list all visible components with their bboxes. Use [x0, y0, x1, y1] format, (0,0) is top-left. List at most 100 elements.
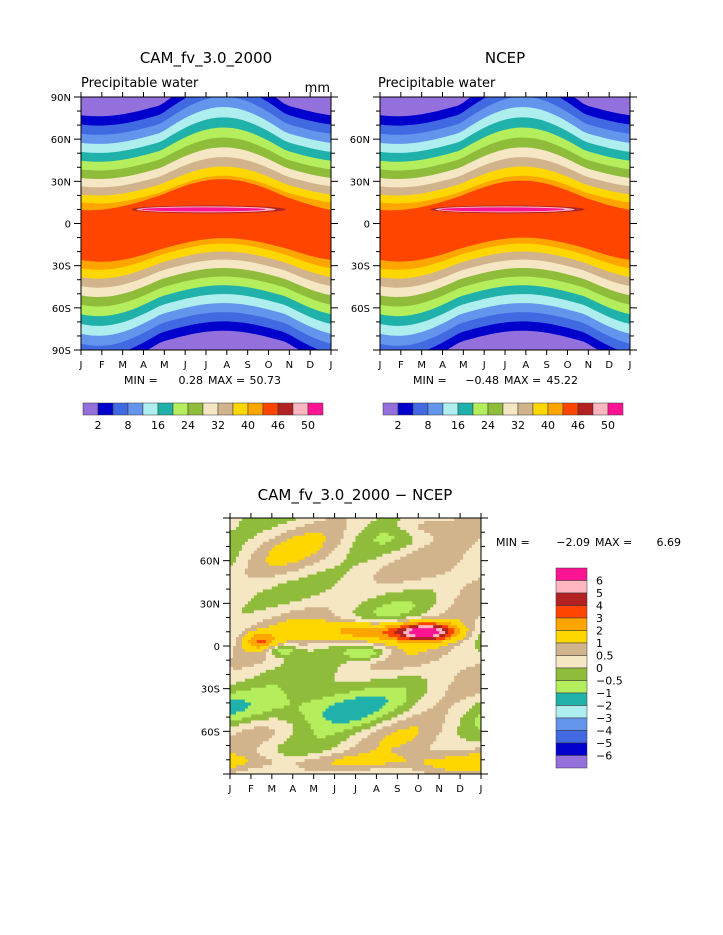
x-tick-label: J: [329, 360, 333, 371]
contour-cell: [250, 714, 306, 718]
contour-cell: [230, 684, 267, 689]
contour-cell: [448, 607, 481, 611]
contour-cell: [286, 738, 347, 742]
contour-cell: [256, 532, 282, 537]
contour-cell: [334, 547, 350, 552]
contour-cell: [277, 523, 306, 528]
contour-cell: [418, 625, 434, 629]
contour-cell: [247, 562, 270, 567]
legend-swatch: [555, 642, 588, 656]
contour-cell: [331, 720, 350, 724]
contour-cell: [361, 717, 377, 721]
legend-label: −4: [596, 725, 612, 738]
legend-swatch: [555, 592, 588, 606]
contour-cell: [334, 702, 386, 706]
contour-cell: [343, 651, 377, 656]
contour-cell: [283, 705, 300, 709]
contour-cell: [475, 723, 481, 727]
contour-cell: [230, 547, 243, 552]
contour-cell: [322, 696, 356, 700]
contour-cell: [319, 592, 386, 596]
contour-cell: [230, 702, 252, 706]
contour-cell: [457, 562, 481, 567]
contour-cell: [412, 738, 437, 742]
contour-cell: [385, 646, 398, 650]
contour-cell: [230, 565, 249, 570]
contour-cell: [454, 601, 481, 605]
contour-cell: [271, 735, 291, 739]
contour-cell: [250, 637, 276, 641]
contour-cell: [445, 768, 481, 772]
contour-cell: [271, 586, 332, 590]
contour-cell: [391, 648, 404, 653]
contour-cell: [436, 592, 461, 596]
contour-cell: [454, 565, 481, 570]
contour-cell: [313, 562, 341, 567]
legend-label: 2: [596, 625, 603, 638]
panel-ncep-min-value: −0.48: [465, 374, 499, 387]
contour-cell: [230, 622, 258, 626]
contour-cell: [325, 717, 362, 721]
contour-cell: [230, 678, 246, 683]
contour-cell: [472, 631, 481, 635]
contour-cell: [253, 663, 282, 668]
contour-cell: [230, 595, 255, 599]
contour-cell: [373, 538, 392, 543]
colorbar-label: 24: [481, 419, 495, 432]
contour-cell: [280, 541, 324, 546]
contour-cell: [331, 610, 353, 614]
contour-cell: [424, 529, 481, 534]
contour-cell: [334, 675, 398, 680]
contour-cell: [241, 547, 258, 552]
contour-cell: [409, 708, 428, 712]
contour-cell: [340, 631, 383, 635]
contour-cell: [436, 601, 455, 605]
contour-cell: [230, 640, 237, 644]
colorbar-label: 32: [211, 419, 225, 432]
contour-cell: [388, 654, 443, 659]
contour-cell: [337, 580, 377, 584]
contour-cell: [334, 732, 356, 736]
contour-cell: [268, 553, 312, 558]
contour-cell: [469, 628, 476, 632]
contour-cell: [277, 684, 428, 689]
x-tick-label: M: [309, 784, 318, 795]
contour-cell: [457, 672, 481, 677]
colorbar-swatch: [592, 402, 609, 416]
contour-cell: [244, 699, 291, 703]
contour-cell: [238, 520, 288, 525]
contour-cell: [265, 556, 306, 561]
contour-cell: [421, 711, 449, 715]
contour-cell: [445, 634, 452, 638]
contour-cell: [400, 613, 422, 617]
contour-cell: [403, 580, 473, 584]
legend-label: −2: [596, 700, 612, 713]
contour-cell: [292, 729, 315, 733]
contour-cell: [337, 544, 353, 549]
contour-cell: [463, 622, 476, 626]
contour-cell: [463, 640, 476, 644]
contour-cell: [403, 648, 428, 653]
contour-cell: [406, 651, 419, 656]
colorbar-swatch: [397, 402, 414, 416]
contour-cell: [298, 705, 330, 709]
contour-cell: [421, 613, 440, 617]
contour-cell: [230, 556, 237, 561]
legend-label: −5: [596, 737, 612, 750]
contour-cell: [361, 738, 383, 742]
legend-swatch: [555, 742, 588, 756]
contour-cell: [412, 628, 437, 632]
contour-cell: [343, 535, 356, 540]
contour-cell: [235, 765, 264, 769]
contour-cell: [268, 550, 318, 555]
contour-cell: [230, 762, 246, 766]
contour-cell: [370, 663, 422, 668]
contour-cell: [283, 690, 350, 695]
legend-label: 1: [596, 637, 603, 650]
panel-cam-subtitle: Precipitable water: [81, 76, 199, 91]
contour-cell: [230, 628, 246, 632]
colorbar-swatch: [292, 402, 309, 416]
colorbar-swatch: [232, 402, 249, 416]
x-tick-label: A: [373, 784, 380, 795]
colorbar-swatch: [172, 402, 189, 416]
